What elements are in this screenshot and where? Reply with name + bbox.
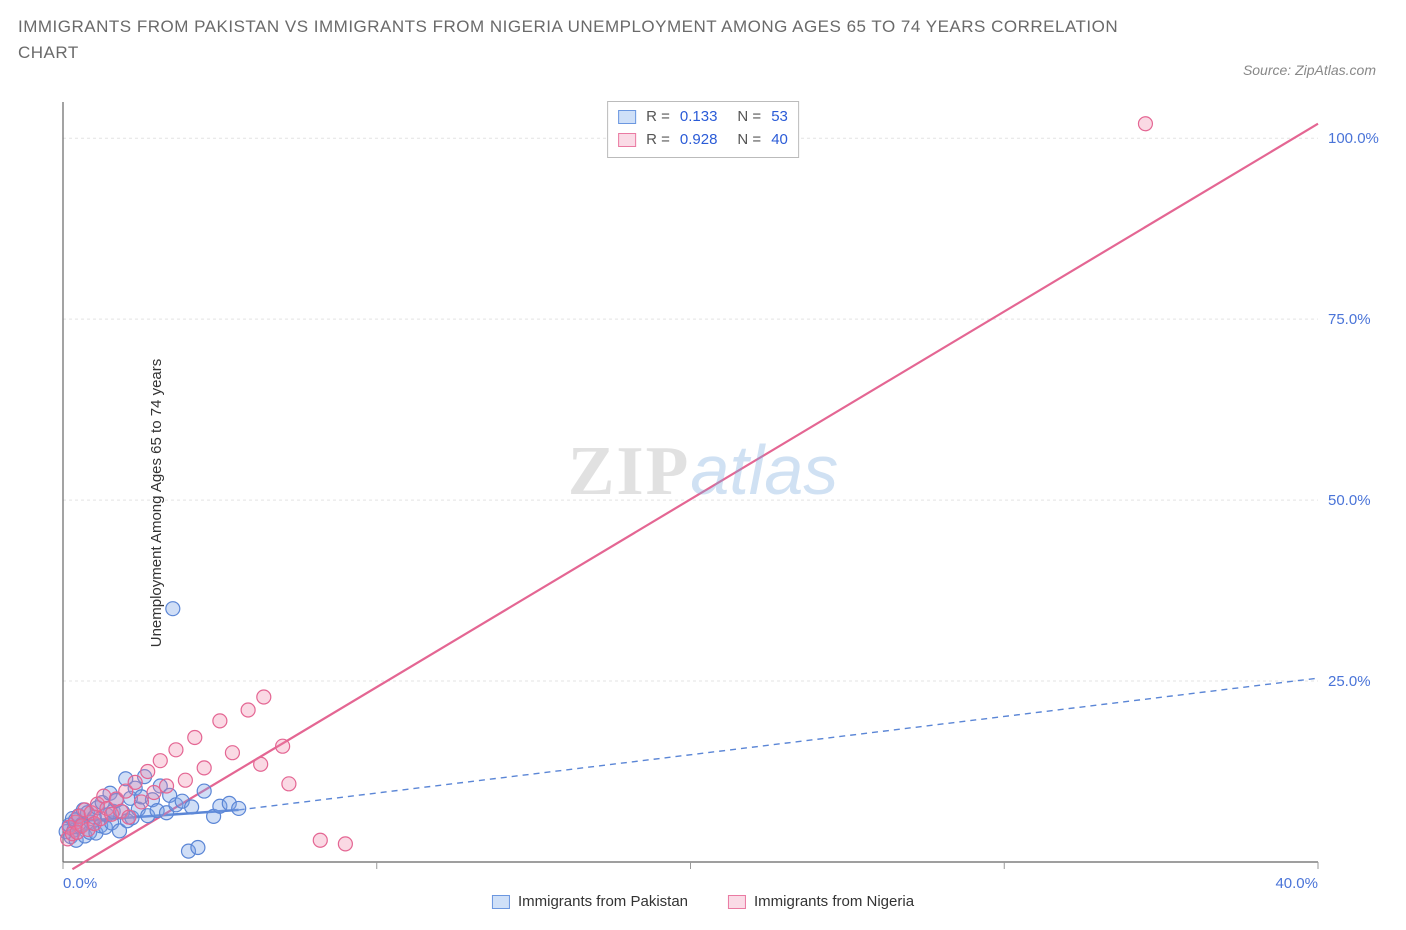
source-link[interactable]: ZipAtlas.com bbox=[1295, 62, 1376, 78]
legend-label: Immigrants from Nigeria bbox=[754, 893, 914, 910]
r-label: R = bbox=[646, 129, 670, 152]
stats-legend-box: R = 0.133 N = 53 R = 0.928 N = 40 bbox=[607, 101, 799, 158]
legend-swatch bbox=[492, 895, 510, 909]
source-prefix: Source: bbox=[1243, 62, 1295, 78]
svg-text:0.0%: 0.0% bbox=[63, 875, 97, 892]
source-attribution: Source: ZipAtlas.com bbox=[1243, 62, 1376, 78]
svg-text:50.0%: 50.0% bbox=[1328, 492, 1371, 509]
svg-text:75.0%: 75.0% bbox=[1328, 311, 1371, 328]
n-label: N = bbox=[737, 106, 761, 129]
series-legend: Immigrants from Pakistan Immigrants from … bbox=[492, 893, 914, 910]
svg-text:40.0%: 40.0% bbox=[1275, 875, 1318, 892]
svg-text:25.0%: 25.0% bbox=[1328, 673, 1371, 690]
chart-title: IMMIGRANTS FROM PAKISTAN VS IMMIGRANTS F… bbox=[18, 14, 1138, 65]
legend-label: Immigrants from Pakistan bbox=[518, 893, 688, 910]
scatter-plot-svg: 0.0% 40.0% 25.0% 50.0% 75.0% 100.0% bbox=[18, 98, 1388, 908]
chart-container: Unemployment Among Ages 65 to 74 years Z… bbox=[18, 98, 1388, 908]
series-swatch bbox=[618, 133, 636, 147]
legend-item: Immigrants from Nigeria bbox=[728, 893, 914, 910]
y-axis-label: Unemployment Among Ages 65 to 74 years bbox=[148, 359, 165, 648]
r-value: 0.928 bbox=[680, 129, 718, 152]
stats-row: R = 0.928 N = 40 bbox=[618, 129, 788, 152]
legend-item: Immigrants from Pakistan bbox=[492, 893, 688, 910]
svg-text:100.0%: 100.0% bbox=[1328, 130, 1379, 147]
r-value: 0.133 bbox=[680, 106, 718, 129]
series-swatch bbox=[618, 110, 636, 124]
r-label: R = bbox=[646, 106, 670, 129]
legend-swatch bbox=[728, 895, 746, 909]
n-label: N = bbox=[737, 129, 761, 152]
stats-row: R = 0.133 N = 53 bbox=[618, 106, 788, 129]
n-value: 40 bbox=[771, 129, 788, 152]
n-value: 53 bbox=[771, 106, 788, 129]
